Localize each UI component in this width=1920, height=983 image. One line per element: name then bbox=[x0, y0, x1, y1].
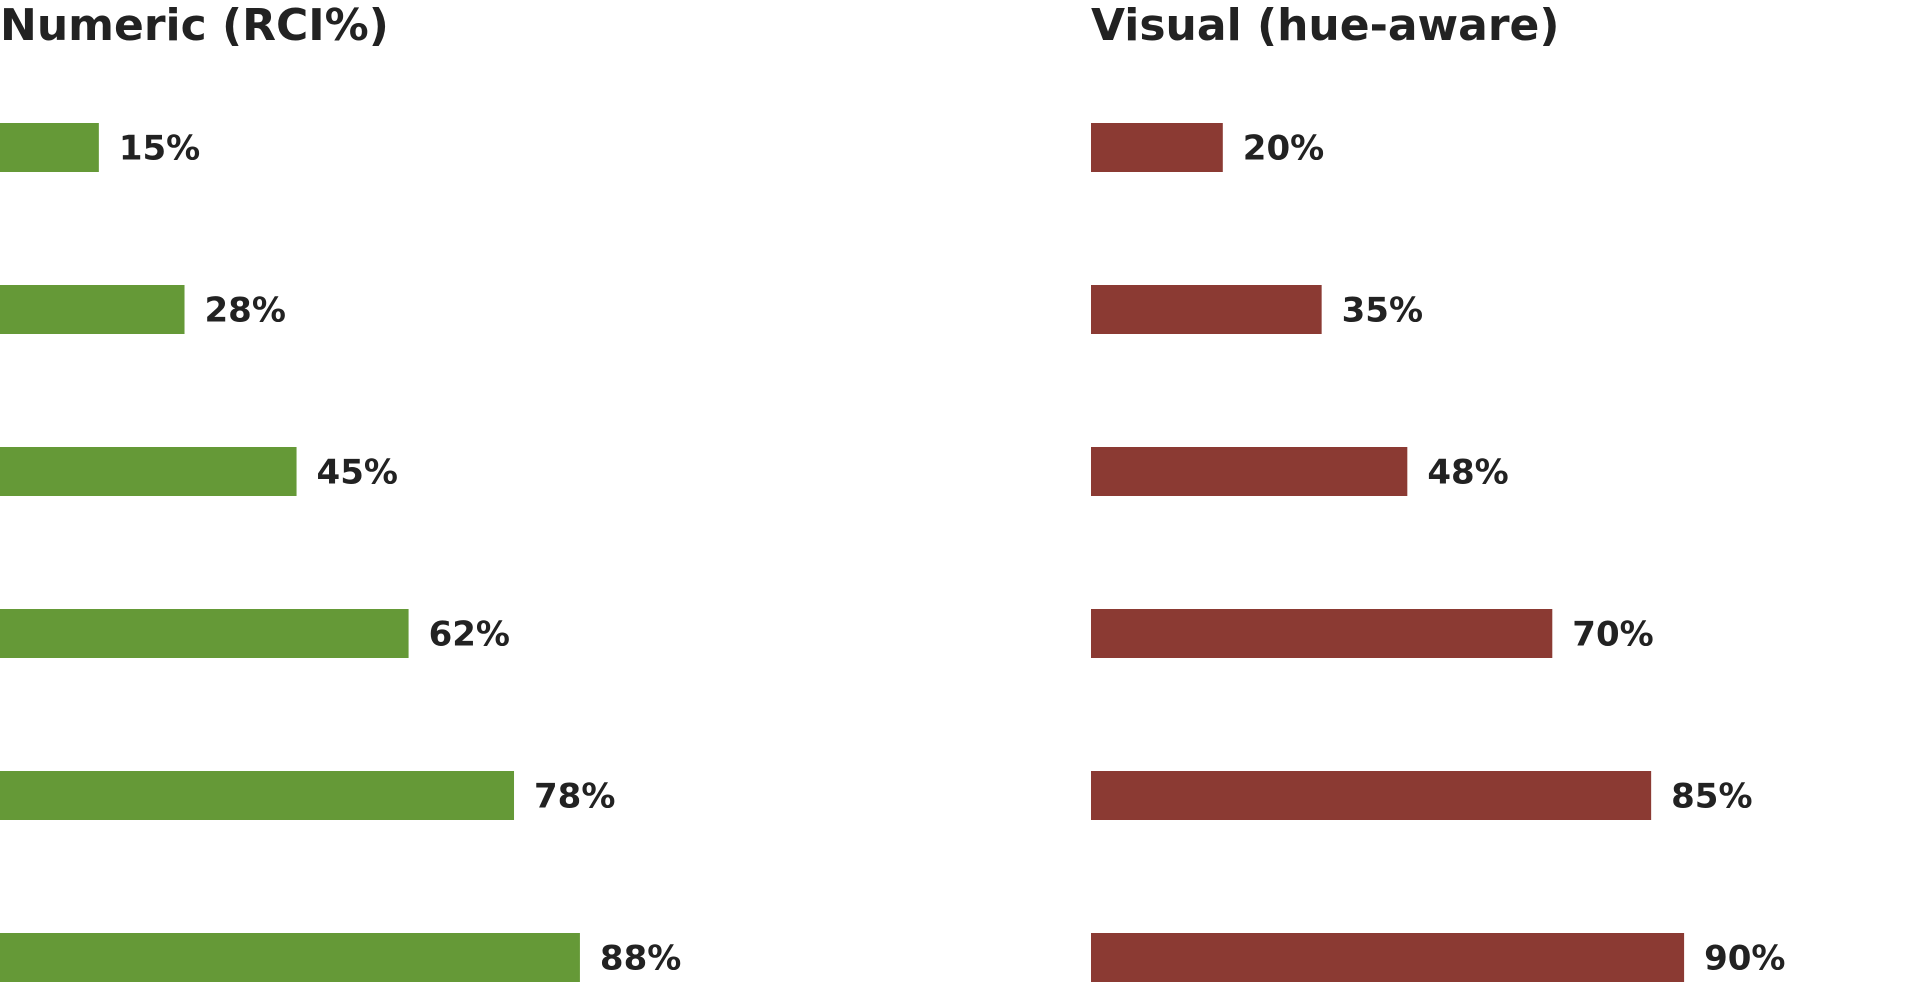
numeric-bar-value-label: 62% bbox=[429, 615, 510, 655]
visual-bar bbox=[1091, 933, 1685, 982]
numeric-bar bbox=[0, 447, 297, 496]
numeric-panel-title: Numeric (RCI%) bbox=[0, 0, 389, 51]
visual-bar-value-label: 85% bbox=[1671, 777, 1752, 817]
numeric-bar-value-label: 45% bbox=[317, 453, 398, 493]
visual-bar-chart: 20% 35% 48% 70% 85% 90% bbox=[1091, 123, 1785, 982]
numeric-bar-chart: 15% 28% 45% 62% 78% 88% bbox=[0, 123, 681, 982]
visual-bar bbox=[1091, 771, 1652, 820]
visual-bar-value-label: 48% bbox=[1427, 453, 1508, 493]
visual-bar bbox=[1091, 609, 1553, 658]
visual-bar bbox=[1091, 447, 1408, 496]
numeric-bar-value-label: 28% bbox=[205, 291, 286, 331]
visual-bar-value-label: 90% bbox=[1704, 939, 1785, 979]
numeric-bar-value-label: 88% bbox=[600, 939, 681, 979]
visual-bar-value-label: 35% bbox=[1342, 291, 1423, 331]
numeric-panel: Numeric (RCI%) 15% 28% 45% 62% 78% 88% bbox=[0, 0, 681, 982]
numeric-bar bbox=[0, 609, 409, 658]
visual-panel: Visual (hue-aware) 20% 35% 48% 70% 85% 90% bbox=[1091, 0, 1920, 983]
numeric-bar bbox=[0, 285, 185, 334]
numeric-bar bbox=[0, 933, 580, 982]
visual-bar-value-label: 70% bbox=[1572, 615, 1653, 655]
numeric-bar bbox=[0, 123, 99, 172]
numeric-bar bbox=[0, 771, 515, 820]
visual-bar bbox=[1091, 123, 1223, 172]
numeric-bar-value-label: 78% bbox=[534, 777, 615, 817]
visual-bar bbox=[1091, 285, 1322, 334]
visual-panel-title: Visual (hue-aware) bbox=[1091, 0, 1560, 51]
visual-bar-value-label: 20% bbox=[1243, 129, 1324, 169]
numeric-bar-value-label: 15% bbox=[119, 129, 200, 169]
